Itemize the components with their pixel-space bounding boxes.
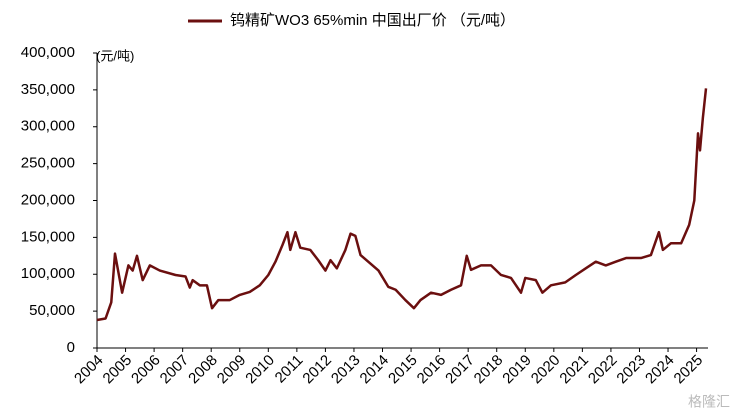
x-tick-label: 2023 (613, 352, 649, 388)
x-tick-label: 2020 (528, 352, 564, 388)
x-tick-label: 2006 (128, 352, 164, 388)
y-tick-label: 50,000 (29, 302, 75, 319)
y-tick-label: 350,000 (21, 81, 75, 98)
y-tick-label: 300,000 (21, 118, 75, 135)
x-tick-label: 2008 (185, 352, 221, 388)
x-tick-label: 2021 (556, 352, 592, 388)
x-tick-label: 2013 (328, 352, 364, 388)
x-tick-label: 2009 (214, 352, 250, 388)
x-tick-label: 2015 (385, 352, 421, 388)
x-tick-label: 2016 (414, 352, 450, 388)
x-tick-label: 2007 (157, 352, 193, 388)
x-tick-label: 2004 (71, 352, 107, 388)
legend-label: 钨精矿WO3 65%min 中国出厂价 （元/吨） (230, 12, 515, 29)
watermark: 格隆汇 (688, 394, 730, 410)
x-tick-label: 2025 (671, 352, 707, 388)
x-tick-label: 2019 (499, 352, 535, 388)
x-tick-label: 2022 (585, 352, 621, 388)
y-tick-label: 0 (67, 339, 75, 356)
x-tick-label: 2012 (299, 352, 335, 388)
y-unit-label: (元/吨) (96, 48, 134, 63)
x-tick-label: 2010 (242, 352, 278, 388)
x-tick-label: 2024 (642, 352, 678, 388)
y-tick-label: 100,000 (21, 265, 75, 282)
x-tick-label: 2005 (100, 352, 136, 388)
x-tick-label: 2011 (272, 352, 307, 387)
y-tick-label: 150,000 (21, 228, 75, 245)
y-tick-label: 250,000 (21, 155, 75, 172)
x-tick-label: 2014 (357, 352, 393, 388)
y-tick-label: 200,000 (21, 191, 75, 208)
line-series (96, 88, 708, 322)
y-tick-label: 400,000 (21, 44, 75, 61)
x-tick-label: 2018 (471, 352, 507, 388)
x-tick-label: 2017 (442, 352, 478, 388)
